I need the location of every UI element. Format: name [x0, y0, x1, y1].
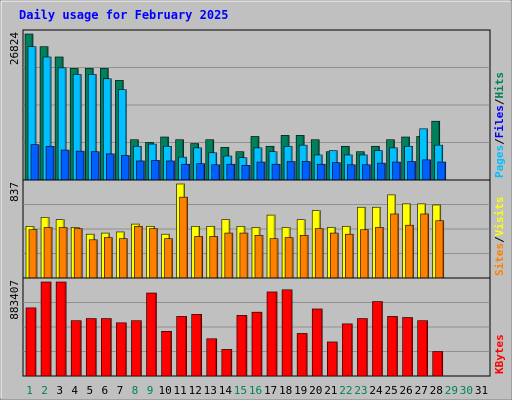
- bar-kbytes-day-11: [176, 316, 187, 377]
- day-label-26: 26: [400, 384, 413, 397]
- day-label-19: 19: [294, 384, 307, 397]
- day-label-22: 22: [339, 384, 352, 397]
- bar-kbytes-day-24: [372, 301, 383, 377]
- right-legend-label: Sites/Visits: [493, 197, 506, 277]
- bar-kbytes-day-25: [387, 316, 398, 377]
- bar-kbytes-day-28: [432, 351, 444, 377]
- bar-kbytes-day-23: [357, 318, 368, 377]
- day-label-12: 12: [189, 384, 202, 397]
- bar-kbytes-day-4: [70, 320, 82, 377]
- y-max-label: 837: [8, 182, 21, 202]
- day-label-13: 13: [204, 384, 217, 397]
- bar-kbytes-day-13: [206, 338, 218, 377]
- panel-2: 837 Sites/Visits: [8, 179, 506, 279]
- y-max-label: 883407: [8, 280, 21, 320]
- day-label-24: 24: [369, 384, 383, 397]
- bar-kbytes-day-21: [326, 341, 338, 377]
- bar-kbytes-day-9: [146, 292, 157, 377]
- right-legend-label: KBytes: [493, 334, 506, 374]
- day-label-10: 10: [158, 384, 171, 397]
- day-label-4: 4: [71, 384, 78, 397]
- bar-kbytes-day-14: [221, 349, 233, 377]
- chart-title: Daily usage for February 2025: [19, 8, 229, 22]
- day-label-6: 6: [102, 384, 109, 397]
- day-label-14: 14: [219, 384, 233, 397]
- bar-kbytes-day-2: [40, 281, 52, 377]
- day-label-21: 21: [324, 384, 337, 397]
- day-label-31: 31: [475, 384, 488, 397]
- bar-kbytes-day-26: [402, 317, 413, 377]
- day-label-18: 18: [279, 384, 292, 397]
- bar-kbytes-day-6: [101, 318, 112, 377]
- day-label-25: 25: [384, 384, 397, 397]
- panel-3: 883407 KBytes: [8, 277, 506, 377]
- day-label-27: 27: [415, 384, 428, 397]
- bar-kbytes-day-22: [342, 323, 353, 377]
- bar-kbytes-day-10: [161, 331, 172, 377]
- day-label-29: 29: [445, 384, 458, 397]
- day-label-1: 1: [26, 384, 33, 397]
- bar-kbytes-day-15: [236, 315, 248, 377]
- bar-kbytes-day-1: [25, 307, 37, 377]
- bar-kbytes-day-18: [281, 289, 293, 377]
- day-label-23: 23: [354, 384, 367, 397]
- day-label-9: 9: [147, 384, 154, 397]
- bar-kbytes-day-5: [85, 318, 97, 377]
- bar-kbytes-day-20: [311, 308, 323, 377]
- day-label-28: 28: [430, 384, 443, 397]
- bar-kbytes-day-17: [266, 291, 278, 377]
- day-label-15: 15: [234, 384, 247, 397]
- day-label-30: 30: [460, 384, 473, 397]
- right-legend-label: Pages/Files/Hits: [493, 72, 506, 178]
- bar-kbytes-day-27: [417, 320, 428, 377]
- day-labels: 1 2 3 4 5 6 7 8 9 10 11 12 13 14 15 16 17 18 19 20 21 22 23 24 2…: [26, 384, 488, 397]
- bar-kbytes-day-12: [191, 313, 203, 377]
- day-label-20: 20: [309, 384, 322, 397]
- day-label-17: 17: [264, 384, 277, 397]
- day-label-2: 2: [41, 384, 48, 397]
- day-label-7: 7: [117, 384, 124, 397]
- day-label-16: 16: [249, 384, 262, 397]
- bar-kbytes-day-16: [251, 311, 263, 377]
- day-label-3: 3: [56, 384, 63, 397]
- bar-kbytes-day-19: [296, 333, 308, 377]
- y-max-label: 26824: [8, 32, 21, 65]
- day-label-8: 8: [132, 384, 139, 397]
- day-label-11: 11: [174, 384, 187, 397]
- day-label-5: 5: [86, 384, 93, 397]
- bar-kbytes-day-3: [55, 281, 67, 377]
- panel-1: 26824 Pages/Files/Hits: [8, 29, 506, 181]
- bar-kbytes-day-8: [131, 320, 142, 377]
- bar-kbytes-day-7: [116, 322, 127, 377]
